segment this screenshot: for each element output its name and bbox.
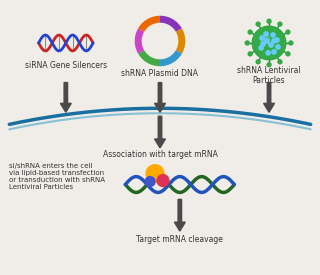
Circle shape bbox=[157, 175, 169, 186]
Circle shape bbox=[261, 42, 265, 46]
Circle shape bbox=[266, 51, 270, 55]
Polygon shape bbox=[60, 82, 71, 112]
Circle shape bbox=[272, 50, 276, 54]
Text: shRNA Plasmid DNA: shRNA Plasmid DNA bbox=[122, 69, 198, 78]
Circle shape bbox=[260, 36, 264, 40]
Text: Association with target mRNA: Association with target mRNA bbox=[103, 150, 217, 159]
Circle shape bbox=[248, 30, 252, 34]
Circle shape bbox=[256, 22, 260, 26]
Circle shape bbox=[286, 52, 290, 56]
Polygon shape bbox=[155, 82, 165, 112]
Circle shape bbox=[278, 22, 282, 26]
Circle shape bbox=[264, 32, 268, 36]
Circle shape bbox=[271, 33, 275, 37]
Circle shape bbox=[144, 25, 176, 57]
Circle shape bbox=[275, 38, 279, 42]
Polygon shape bbox=[155, 116, 165, 148]
Polygon shape bbox=[174, 199, 185, 231]
Polygon shape bbox=[264, 82, 275, 112]
Circle shape bbox=[267, 63, 271, 67]
Circle shape bbox=[245, 41, 249, 45]
Circle shape bbox=[252, 26, 286, 60]
Text: shRNA Lentiviral
Particles: shRNA Lentiviral Particles bbox=[237, 66, 301, 85]
Ellipse shape bbox=[260, 36, 269, 42]
Text: si/shRNA enters the cell
via lipid-based transfection
or transduction with shRNA: si/shRNA enters the cell via lipid-based… bbox=[9, 163, 105, 190]
Circle shape bbox=[248, 52, 252, 56]
Circle shape bbox=[256, 60, 260, 64]
Circle shape bbox=[276, 45, 280, 49]
Circle shape bbox=[259, 46, 263, 50]
Circle shape bbox=[272, 39, 276, 43]
Circle shape bbox=[278, 60, 282, 64]
Circle shape bbox=[267, 19, 271, 23]
Text: siRNA Gene Silencers: siRNA Gene Silencers bbox=[25, 61, 107, 70]
Circle shape bbox=[286, 30, 290, 34]
Text: Target mRNA cleavage: Target mRNA cleavage bbox=[136, 235, 223, 244]
Circle shape bbox=[265, 39, 269, 43]
Circle shape bbox=[145, 177, 155, 186]
Circle shape bbox=[269, 43, 273, 47]
Circle shape bbox=[289, 41, 293, 45]
Circle shape bbox=[146, 165, 164, 183]
